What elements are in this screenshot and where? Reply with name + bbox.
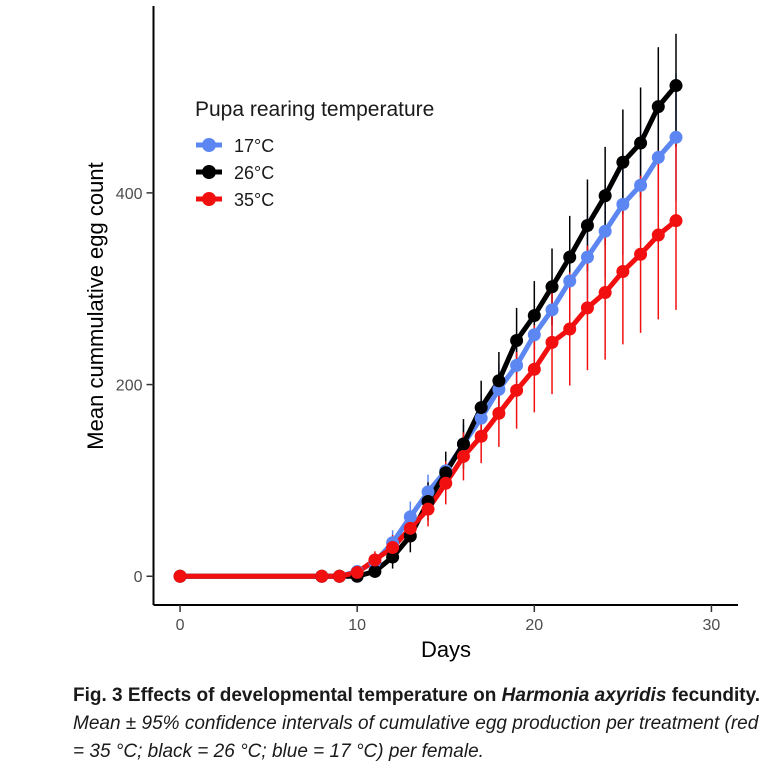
legend-key-point	[202, 192, 216, 206]
legend-title: Pupa rearing temperature	[195, 98, 434, 121]
data-point	[474, 401, 488, 415]
x-tick-label: 0	[176, 617, 185, 634]
data-point	[421, 485, 435, 499]
data-point	[651, 150, 665, 164]
data-point	[563, 274, 577, 288]
caption-species: Harmonia axyridis	[501, 685, 667, 706]
data-point	[634, 178, 648, 192]
legend-key-point	[202, 165, 216, 179]
data-point	[527, 362, 541, 376]
legend-label: 35°C	[234, 190, 274, 210]
y-tick-label: 400	[116, 186, 143, 203]
data-point	[563, 322, 577, 336]
data-point	[510, 333, 524, 347]
data-point	[368, 553, 382, 567]
data-point	[332, 569, 346, 583]
data-point	[634, 136, 648, 150]
legend-label: 17°C	[234, 136, 274, 156]
figure-caption: Fig. 3 Effects of developmental temperat…	[73, 682, 763, 766]
data-point	[545, 280, 559, 294]
data-point	[173, 569, 187, 583]
y-tick-label: 200	[116, 378, 143, 395]
data-point	[350, 565, 364, 579]
caption-text: Mean ± 95% confidence intervals of cumul…	[73, 713, 759, 762]
data-point	[456, 437, 470, 451]
x-tick-label: 30	[703, 617, 721, 634]
x-tick-label: 20	[525, 617, 543, 634]
data-point	[598, 189, 612, 203]
data-point	[616, 197, 630, 211]
series-points	[173, 79, 683, 583]
data-point	[456, 449, 470, 463]
data-point	[563, 250, 577, 264]
data-point	[386, 550, 400, 564]
data-point	[527, 309, 541, 323]
data-point	[545, 303, 559, 317]
data-point	[651, 100, 665, 114]
x-axis-title: Days	[421, 637, 471, 662]
data-point	[403, 521, 417, 535]
legend: Pupa rearing temperature 17°C 26°C 35°C	[195, 98, 434, 210]
data-point	[616, 264, 630, 278]
y-axis-title: Mean cummulative egg count	[83, 162, 108, 449]
data-point	[421, 502, 435, 516]
caption-label: Fig. 3 Effects of developmental temperat…	[73, 685, 502, 706]
series-lines	[177, 83, 679, 579]
data-point	[492, 406, 506, 420]
data-point	[474, 411, 488, 425]
data-point	[598, 286, 612, 300]
legend-key-point	[202, 138, 216, 152]
egg-count-chart: 0 10 20 30 0 200 400 Days Mean cummulative egg…	[83, 6, 738, 662]
x-tick-label: 10	[348, 617, 366, 634]
series-line-2	[177, 218, 679, 579]
data-point	[510, 358, 524, 372]
series-line-1	[177, 83, 679, 579]
data-point	[580, 218, 594, 232]
data-point	[616, 155, 630, 169]
data-point	[598, 224, 612, 238]
data-point	[492, 374, 506, 388]
data-point	[403, 510, 417, 524]
data-point	[527, 328, 541, 342]
data-point	[474, 429, 488, 443]
data-point	[510, 383, 524, 397]
data-point	[651, 228, 665, 242]
data-point	[545, 335, 559, 349]
data-point	[669, 214, 683, 228]
data-point	[439, 466, 453, 480]
data-point	[580, 250, 594, 264]
data-point	[315, 569, 329, 583]
caption-label-end: fecundity.	[671, 685, 761, 706]
legend-label: 26°C	[234, 163, 274, 183]
data-point	[634, 247, 648, 261]
data-point	[580, 301, 594, 315]
data-point	[669, 130, 683, 144]
data-point	[669, 79, 683, 93]
data-point	[368, 564, 382, 578]
data-point	[386, 540, 400, 554]
y-tick-label: 0	[134, 569, 143, 586]
data-point	[439, 476, 453, 490]
ticks: 0 10 20 30 0 200 400	[116, 186, 721, 634]
axes	[152, 6, 738, 606]
